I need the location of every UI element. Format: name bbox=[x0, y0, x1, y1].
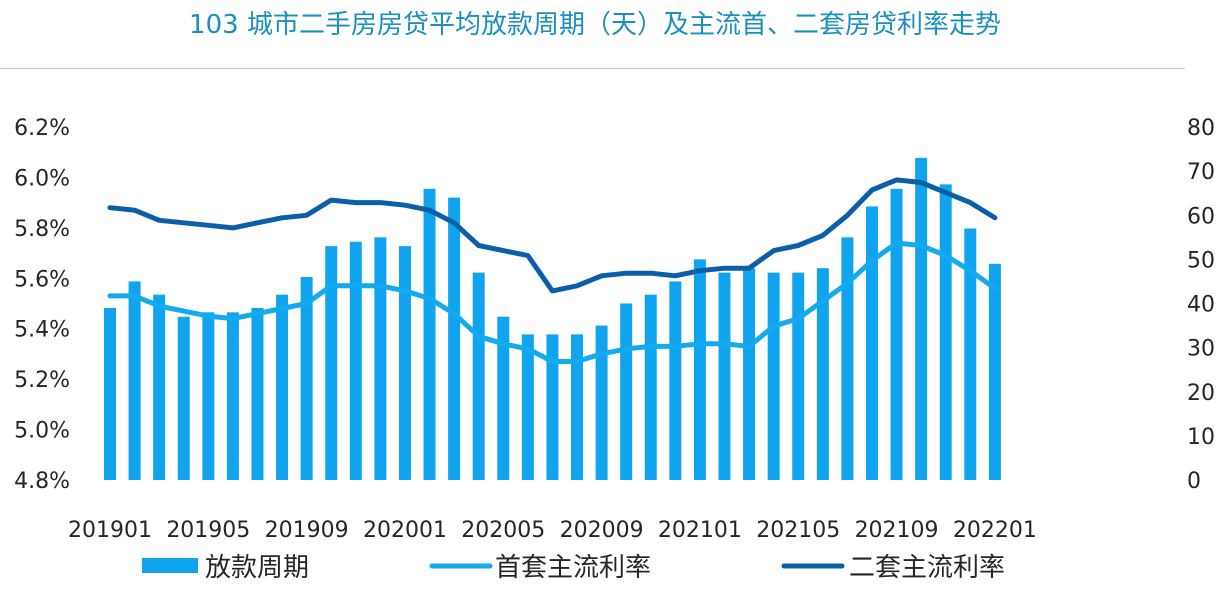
x-tick-label: 201909 bbox=[265, 518, 349, 543]
left-tick-label: 6.0% bbox=[14, 166, 70, 191]
right-tick-label: 0 bbox=[1187, 469, 1201, 494]
bar-201912 bbox=[374, 237, 387, 480]
bar-201906 bbox=[226, 312, 239, 480]
bar-201905 bbox=[202, 312, 215, 480]
left-tick-label: 5.2% bbox=[14, 368, 70, 393]
bar-202008 bbox=[571, 334, 584, 480]
legend-label: 二套主流利率 bbox=[849, 553, 1005, 583]
bar-201910 bbox=[325, 246, 338, 480]
bar-202004 bbox=[472, 272, 485, 480]
right-tick-label: 50 bbox=[1187, 248, 1215, 273]
x-tick-label: 202109 bbox=[855, 518, 939, 543]
bar-202009 bbox=[595, 325, 608, 480]
bar-202104 bbox=[767, 272, 780, 480]
x-tick-label: 201901 bbox=[68, 518, 152, 543]
bar-201907 bbox=[251, 307, 264, 480]
x-axis: 201901 201905 201909 202001 202005 202009 2021… bbox=[68, 518, 1037, 543]
x-tick-label: 202201 bbox=[953, 518, 1037, 543]
bar-202102 bbox=[718, 272, 731, 480]
left-tick-label: 6.2% bbox=[14, 116, 70, 141]
bar-201904 bbox=[177, 316, 190, 480]
right-tick-label: 80 bbox=[1187, 116, 1215, 141]
legend-label: 放款周期 bbox=[205, 553, 309, 583]
bar-201909 bbox=[300, 277, 313, 480]
bar-201901 bbox=[104, 307, 116, 480]
legend-swatch-bar bbox=[142, 558, 198, 573]
bar-201908 bbox=[276, 294, 289, 480]
bar-202003 bbox=[448, 197, 461, 480]
bar-202011 bbox=[644, 294, 657, 480]
right-tick-label: 10 bbox=[1187, 425, 1215, 450]
bar-202006 bbox=[521, 334, 534, 480]
left-tick-label: 4.8% bbox=[14, 469, 70, 494]
series-line-2 bbox=[107, 177, 998, 294]
bar-201911 bbox=[349, 241, 362, 480]
bar-202112 bbox=[964, 228, 977, 480]
bar-202010 bbox=[620, 303, 633, 480]
right-tick-label: 70 bbox=[1187, 160, 1215, 185]
right-tick-label: 60 bbox=[1187, 204, 1215, 229]
bar-202002 bbox=[423, 188, 436, 480]
bar-201902 bbox=[128, 281, 141, 480]
bar-202201 bbox=[988, 263, 1001, 480]
x-tick-label: 202005 bbox=[461, 518, 545, 543]
right-tick-label: 40 bbox=[1187, 293, 1215, 318]
left-tick-label: 5.4% bbox=[14, 318, 70, 343]
bar-202111 bbox=[939, 184, 952, 481]
left-tick-label: 5.8% bbox=[14, 217, 70, 242]
legend-label: 首套主流利率 bbox=[495, 553, 651, 583]
left-tick-label: 5.6% bbox=[14, 267, 70, 292]
left-tick-label: 5.0% bbox=[14, 419, 70, 444]
title-divider bbox=[0, 68, 1185, 69]
bar-202108 bbox=[865, 206, 878, 481]
bar-202107 bbox=[841, 237, 854, 480]
x-tick-label: 202105 bbox=[756, 518, 840, 543]
x-tick-label: 202101 bbox=[658, 518, 742, 543]
legend: 放款周期 首套主流利率 二套主流利率 bbox=[142, 553, 1005, 583]
x-tick-label: 202009 bbox=[560, 518, 644, 543]
bar-202005 bbox=[497, 316, 510, 480]
left-axis: 6.2% 6.0% 5.8% 5.6% 5.4% 5.2% 5.0% 4.8% bbox=[14, 116, 70, 494]
lines-layer bbox=[107, 177, 998, 364]
x-tick-label: 201905 bbox=[166, 518, 250, 543]
bar-202001 bbox=[398, 246, 411, 480]
right-axis: 80 70 60 50 40 30 20 10 0 bbox=[1187, 116, 1215, 494]
bar-201903 bbox=[153, 294, 166, 480]
bar-202109 bbox=[890, 188, 903, 480]
bar-202110 bbox=[915, 157, 928, 480]
bar-202007 bbox=[546, 334, 559, 480]
bar-202105 bbox=[792, 272, 805, 480]
right-tick-label: 30 bbox=[1187, 337, 1215, 362]
series-line-1 bbox=[107, 240, 998, 364]
bar-202106 bbox=[816, 268, 829, 480]
x-tick-label: 202001 bbox=[363, 518, 447, 543]
chart-title: 103 城市二手房房贷平均放款周期（天）及主流首、二套房贷利率走势 bbox=[189, 10, 1001, 40]
bar-202101 bbox=[693, 259, 706, 480]
bar-202012 bbox=[669, 281, 682, 480]
bar-202103 bbox=[743, 268, 756, 480]
right-tick-label: 20 bbox=[1187, 381, 1215, 406]
